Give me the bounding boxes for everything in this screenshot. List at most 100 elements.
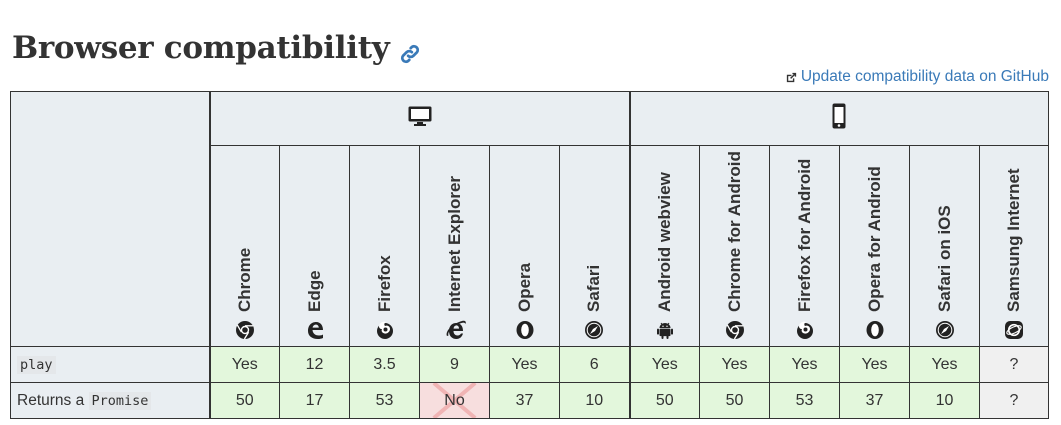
support-cell-safari-on-ios[interactable]: Yes: [909, 346, 980, 383]
browser-name: Firefox for Android: [794, 158, 814, 312]
support-cell-opera[interactable]: Yes: [489, 346, 560, 383]
support-value: 12: [305, 355, 324, 373]
corner-cell: [10, 91, 211, 347]
no-support-icon: [432, 383, 477, 418]
ie-icon: [445, 320, 466, 340]
github-link-text: Update compatibility data on GitHub: [800, 68, 1049, 85]
support-value: 50: [235, 391, 254, 409]
support-cell-edge[interactable]: 17: [279, 382, 350, 419]
support-cell-safari[interactable]: 10: [559, 382, 631, 419]
support-cell-firefox[interactable]: 3.5: [349, 346, 420, 383]
firefox-icon: [375, 320, 395, 340]
browser-header-edge: Edge: [279, 145, 350, 347]
support-value: 37: [515, 391, 534, 409]
support-cell-internet-explorer[interactable]: No: [419, 382, 490, 419]
support-cell-safari[interactable]: 6: [559, 346, 631, 383]
support-value: 50: [655, 391, 674, 409]
support-value: ?: [1009, 355, 1019, 373]
browser-header-opera-for-android: Opera for Android: [839, 145, 910, 347]
support-value: 9: [450, 355, 459, 373]
support-value: 10: [935, 391, 954, 409]
browser-header-safari-on-ios: Safari on iOS: [909, 145, 980, 347]
browser-name: Internet Explorer: [444, 175, 464, 312]
page-title: Browser compatibility: [12, 30, 421, 66]
support-cell-android-webview[interactable]: 50: [629, 382, 700, 419]
opera-icon: [515, 320, 535, 340]
support-cell-android-webview[interactable]: Yes: [629, 346, 700, 383]
browser-header-opera: Opera: [489, 145, 560, 347]
browser-header-safari: Safari: [559, 145, 631, 347]
chrome-icon: [725, 320, 745, 340]
support-cell-chrome[interactable]: 50: [209, 382, 280, 419]
support-value: 37: [865, 391, 884, 409]
feature-row: play Yes 12 3.5 9 Yes 6 Yes Yes Yes Yes Yes?: [10, 346, 1049, 383]
support-value: No: [444, 391, 465, 409]
feature-name: Returns a Promise: [10, 382, 211, 419]
permalink-icon[interactable]: [399, 37, 421, 63]
mobile-icon: [832, 103, 846, 129]
browser-name: Opera: [514, 262, 534, 312]
browser-name: Chrome for Android: [724, 151, 744, 312]
support-cell-chrome-for-android[interactable]: 50: [699, 382, 770, 419]
android-icon: [655, 320, 675, 340]
feature-code: Promise: [88, 391, 152, 410]
support-cell-opera[interactable]: 37: [489, 382, 560, 419]
support-value: 6: [589, 355, 599, 373]
support-cell-chrome-for-android[interactable]: Yes: [699, 346, 770, 383]
browser-name: Opera for Android: [864, 166, 884, 312]
external-link-icon: [786, 72, 797, 82]
platform-desktop: [209, 91, 631, 146]
browser-header-firefox: Firefox: [349, 145, 420, 347]
support-cell-opera-for-android[interactable]: 37: [839, 382, 910, 419]
compat-body: play Yes 12 3.5 9 Yes 6 Yes Yes Yes Yes Yes? Returns…: [10, 346, 1049, 419]
browser-header-row: Chrome Edge Firefox Internet Explorer Opera S…: [11, 145, 1049, 347]
support-value: ?: [1009, 391, 1019, 409]
support-value: Yes: [231, 355, 258, 373]
support-value: 50: [725, 391, 744, 409]
support-cell-samsung-internet[interactable]: ?: [979, 382, 1049, 419]
browser-header-chrome: Chrome: [209, 145, 280, 347]
support-cell-opera-for-android[interactable]: Yes: [839, 346, 910, 383]
support-value: 10: [585, 391, 604, 409]
support-value: Yes: [721, 355, 748, 373]
support-cell-edge[interactable]: 12: [279, 346, 350, 383]
support-cell-internet-explorer[interactable]: 9: [419, 346, 490, 383]
feature-row: Returns a Promise 50 17 53 No 37 10 50 50 53 37 10?: [10, 382, 1049, 419]
support-cell-firefox-for-android[interactable]: Yes: [769, 346, 840, 383]
page-title-text: Browser compatibility: [12, 29, 390, 66]
safari-icon: [584, 320, 604, 340]
feature-code: play: [17, 355, 56, 374]
support-value: 53: [795, 391, 814, 409]
support-value: Yes: [651, 355, 678, 373]
browser-name: Chrome: [234, 247, 254, 312]
browser-header-internet-explorer: Internet Explorer: [419, 145, 490, 347]
browser-header-android-webview: Android webview: [629, 145, 700, 347]
support-value: Yes: [511, 355, 538, 373]
browser-name: Android webview: [654, 172, 674, 312]
support-cell-samsung-internet[interactable]: ?: [979, 346, 1049, 383]
platform-mobile: [629, 91, 1049, 146]
browser-name: Safari: [584, 264, 604, 312]
support-value: Yes: [931, 355, 958, 373]
github-link[interactable]: Update compatibility data on GitHub: [785, 68, 1049, 86]
support-cell-chrome[interactable]: Yes: [209, 346, 280, 383]
support-value: 3.5: [373, 355, 396, 373]
feature-name: play: [10, 346, 211, 383]
compat-table: Chrome Edge Firefox Internet Explorer Opera S…: [10, 91, 1049, 419]
support-cell-firefox[interactable]: 53: [349, 382, 420, 419]
support-value: 53: [375, 391, 394, 409]
support-value: 17: [305, 391, 324, 409]
support-value: Yes: [861, 355, 888, 373]
browser-name: Firefox: [374, 255, 394, 312]
feature-label-text: Returns a: [17, 391, 89, 409]
support-cell-safari-on-ios[interactable]: 10: [909, 382, 980, 419]
support-cell-firefox-for-android[interactable]: 53: [769, 382, 840, 419]
desktop-icon: [408, 106, 431, 126]
chrome-icon: [235, 320, 255, 340]
support-value: Yes: [791, 355, 818, 373]
opera-icon: [865, 320, 885, 340]
browser-name: Edge: [304, 270, 324, 312]
safari-icon: [935, 320, 955, 340]
samsung-icon: [1004, 320, 1024, 340]
browser-name: Safari on iOS: [934, 205, 954, 312]
